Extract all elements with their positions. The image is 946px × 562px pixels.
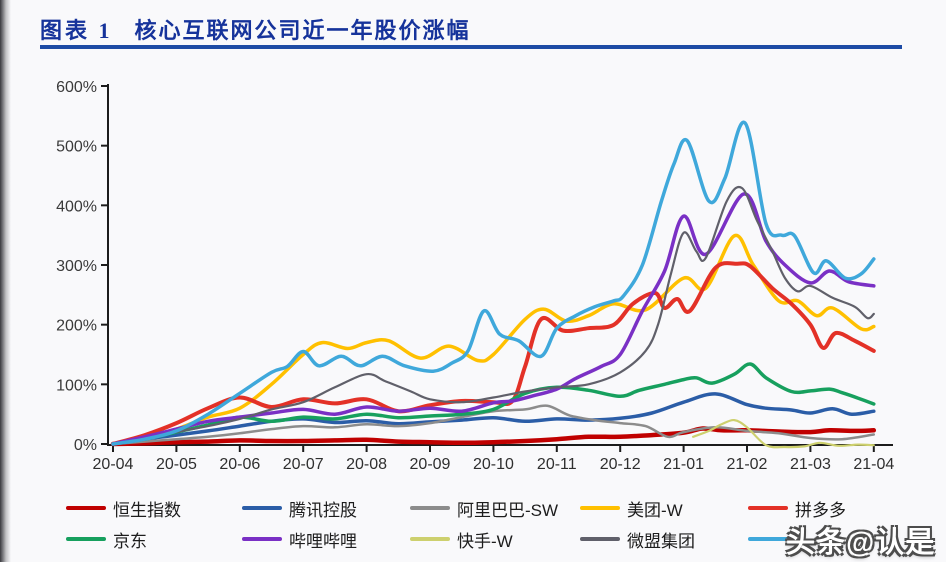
watermark: 头条@认是 [786, 527, 936, 559]
series-line-skyblue-covered [111, 120, 876, 446]
x-axis-label: 21-01 [663, 456, 704, 473]
x-axis-label: 20-04 [93, 456, 134, 473]
x-axis-label: 21-04 [853, 456, 894, 473]
y-axis-label: 500% [56, 139, 97, 156]
figure-number-label: 图表 1 [40, 18, 113, 43]
series-line-weimob [111, 185, 875, 446]
x-axis-label: 20-06 [219, 456, 260, 473]
x-axis-label: 20-11 [537, 456, 577, 473]
y-axis-label: 200% [56, 318, 97, 335]
y-axis-label: 400% [56, 198, 97, 215]
y-axis-label: 600% [56, 79, 97, 96]
series-line-hsi [110, 426, 877, 447]
x-axis-label: 20-12 [600, 456, 641, 473]
series-line-kuaishou [692, 418, 875, 449]
x-axis-label: 21-03 [790, 456, 831, 473]
series-line-alibaba [111, 404, 876, 446]
figure-header: 图表 1 核心互联网公司近一年股价涨幅 [40, 13, 471, 45]
x-axis-label: 20-08 [346, 456, 387, 473]
y-axis-label: 100% [56, 377, 97, 394]
series-line-meituan [111, 233, 876, 446]
x-axis-label: 21-02 [727, 456, 768, 473]
page-edge-shadow [0, 0, 11, 562]
x-axis-label: 20-10 [473, 456, 514, 473]
series-line-tencent [111, 392, 876, 446]
figure-title: 核心互联网公司近一年股价涨幅 [134, 18, 471, 43]
x-axis-label: 20-09 [410, 456, 451, 473]
series-line-pdd [111, 261, 876, 446]
title-underline [40, 45, 902, 49]
x-axis-label: 20-07 [283, 456, 324, 473]
y-axis-label: 0% [74, 437, 97, 454]
series-line-jd [111, 362, 876, 446]
y-axis-label: 300% [56, 258, 97, 275]
x-axis-label: 20-05 [156, 456, 197, 473]
